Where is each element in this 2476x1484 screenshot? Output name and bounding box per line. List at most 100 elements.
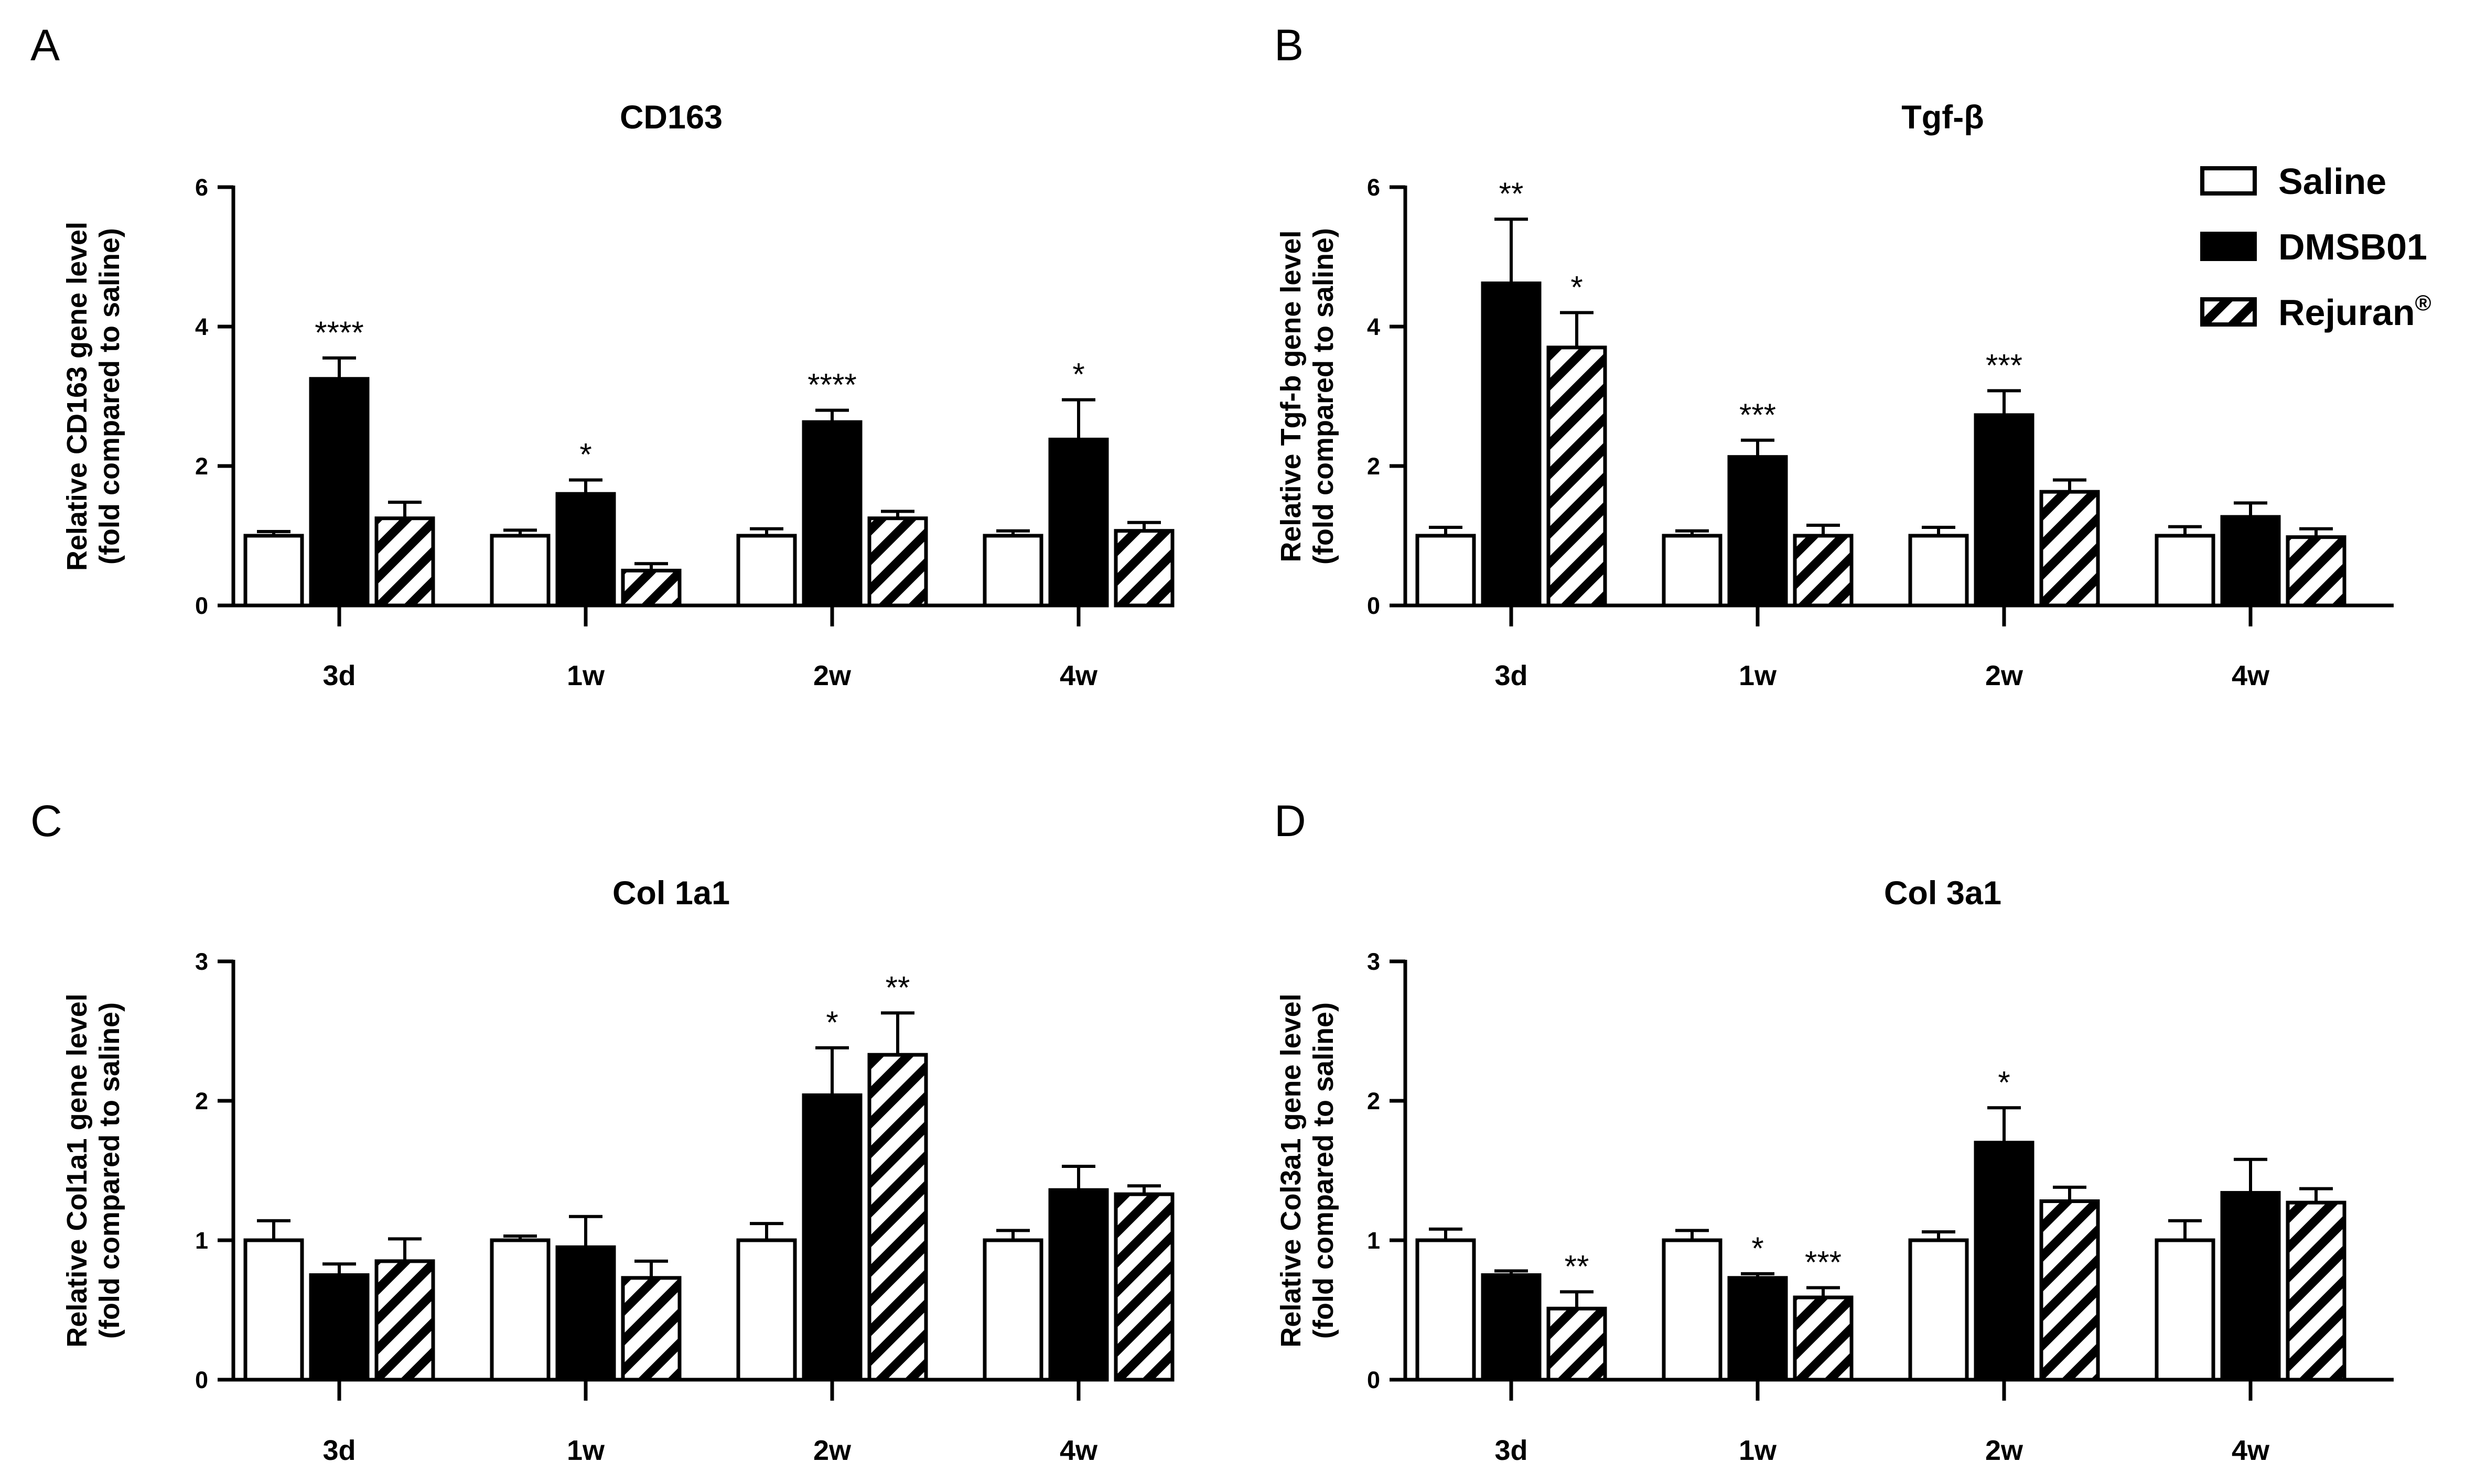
y-axis-label: Relative CD163 gene level (fold compared … xyxy=(61,222,125,571)
bar-dmsb01-3d xyxy=(1481,281,1542,608)
panel-letter: C xyxy=(30,796,62,846)
y-tick-label: 2 xyxy=(1367,1088,1380,1114)
legend-label-rejuran: Rejuran® xyxy=(2278,290,2431,333)
significance-stars: * xyxy=(1998,1065,2010,1100)
y-axis-label: Relative Col1a1 gene level (fold compared… xyxy=(61,993,125,1347)
significance-stars: * xyxy=(1570,269,1583,305)
bar-rejuran-4w xyxy=(1114,1192,1175,1382)
x-tick-label: 3d xyxy=(1494,1435,1527,1466)
bar-saline-2w xyxy=(736,1238,797,1382)
x-tick-label: 1w xyxy=(567,660,605,691)
y-axis-label: Relative Tgf-b gene level (fold compared … xyxy=(1275,228,1339,565)
y-tick-label: 2 xyxy=(1367,453,1380,480)
panel-b: B Tgf-β Relative Tgf-b gene level (fold com… xyxy=(1274,20,2394,691)
significance-stars: * xyxy=(1072,357,1084,392)
bar-dmsb01-3d xyxy=(309,377,370,608)
bar-dmsb01-1w xyxy=(555,492,616,608)
legend-swatch-dmsb01 xyxy=(2200,232,2257,261)
bar-rejuran-2w xyxy=(2039,490,2100,608)
bar-rejuran-3d xyxy=(374,516,435,608)
y-tick-label: 0 xyxy=(1367,1367,1380,1393)
panel-a: A CD163 Relative CD163 gene level (fold com… xyxy=(30,20,1175,691)
bar-dmsb01-4w xyxy=(1048,1188,1109,1382)
bar-saline-3d xyxy=(243,1238,304,1382)
bars: *** xyxy=(243,970,1175,1382)
bar-saline-3d xyxy=(1415,1238,1476,1382)
y-axis-label-line-1: Relative Tgf-b gene level xyxy=(1275,230,1307,562)
legend-swatch-saline xyxy=(2200,166,2257,196)
significance-stars: ** xyxy=(886,970,910,1005)
bar-saline-2w xyxy=(736,534,797,608)
bar-dmsb01-2w xyxy=(802,1093,863,1382)
y-tick-label: 2 xyxy=(195,453,208,480)
bar-dmsb01-4w xyxy=(1048,437,1109,608)
significance-stars: *** xyxy=(1739,397,1776,432)
bar-rejuran-3d xyxy=(1546,345,1607,608)
bar-saline-2w xyxy=(1908,534,1969,608)
y-tick-label: 0 xyxy=(1367,592,1380,619)
y-axis-label-line-2: (fold compared to saline) xyxy=(1308,1002,1339,1339)
bar-saline-1w xyxy=(1662,534,1723,608)
y-tick-label: 1 xyxy=(195,1227,208,1254)
bar-dmsb01-3d xyxy=(309,1273,370,1382)
y-tick-label: 4 xyxy=(1367,313,1380,340)
y-tick-label: 3 xyxy=(195,948,208,975)
x-tick-label: 4w xyxy=(2232,1435,2270,1466)
bar-dmsb01-1w xyxy=(1727,455,1788,608)
y-axis-label-line-2: (fold compared to saline) xyxy=(94,1002,125,1339)
panel-letter: A xyxy=(30,20,60,70)
x-tick-label: 4w xyxy=(2232,660,2270,691)
bar-dmsb01-1w xyxy=(1727,1276,1788,1382)
y-axis-label-line-1: Relative CD163 gene level xyxy=(61,222,93,571)
chart-title: Tgf-β xyxy=(1901,99,1984,136)
x-tick-label: 2w xyxy=(1985,1435,2023,1466)
y-tick-label: 0 xyxy=(195,592,208,619)
significance-stars: **** xyxy=(315,315,363,350)
x-tick-label: 2w xyxy=(813,660,852,691)
x-tick-label: 4w xyxy=(1060,1435,1098,1466)
panel-d: D Col 3a1 Relative Col3a1 gene level (fold … xyxy=(1274,796,2394,1466)
bars: ********* * xyxy=(243,315,1175,608)
bar-rejuran-2w xyxy=(2039,1199,2100,1382)
legend-label-saline: Saline xyxy=(2278,161,2386,202)
bar-saline-4w xyxy=(2155,534,2215,608)
bar-saline-4w xyxy=(983,1238,1043,1382)
y-tick-label: 0 xyxy=(195,1367,208,1393)
significance-stars: * xyxy=(579,437,591,472)
bar-rejuran-4w xyxy=(2286,1200,2346,1382)
x-tick-label: 3d xyxy=(322,660,356,691)
x-tick-label: 1w xyxy=(1739,1435,1777,1466)
y-tick-label: 6 xyxy=(1367,174,1380,201)
bar-rejuran-1w xyxy=(621,1276,682,1382)
y-tick-label: 1 xyxy=(1367,1227,1380,1254)
bar-saline-1w xyxy=(490,534,551,608)
bar-saline-3d xyxy=(243,534,304,608)
bar-rejuran-2w xyxy=(867,1053,928,1382)
bar-rejuran-4w xyxy=(2286,535,2346,608)
significance-stars: *** xyxy=(1986,348,2022,383)
y-tick-label: 4 xyxy=(195,313,208,340)
bars: *** **** xyxy=(1415,1065,2346,1382)
y-tick-label: 2 xyxy=(195,1088,208,1114)
y-tick-label: 3 xyxy=(1367,948,1380,975)
bar-saline-3d xyxy=(1415,534,1476,608)
bar-rejuran-3d xyxy=(1546,1306,1607,1382)
registered-mark: ® xyxy=(2415,290,2431,315)
bar-rejuran-2w xyxy=(867,516,928,608)
y-axis-label-line-1: Relative Col3a1 gene level xyxy=(1275,993,1307,1347)
panel-letter: B xyxy=(1274,20,1304,70)
chart-title: Col 3a1 xyxy=(1884,875,2001,912)
x-tick-label: 3d xyxy=(1494,660,1527,691)
significance-stars: **** xyxy=(808,367,856,403)
x-tick-label: 1w xyxy=(1739,660,1777,691)
legend: Saline DMSB01 Rejuran® xyxy=(2200,161,2431,333)
panel-c: C Col 1a1 Relative Col1a1 gene level (fold … xyxy=(30,796,1175,1466)
bar-dmsb01-2w xyxy=(1974,1141,2034,1382)
legend-swatch-rejuran xyxy=(2200,297,2257,327)
bars: ********* xyxy=(1415,176,2346,608)
bar-saline-1w xyxy=(1662,1238,1723,1382)
legend-label-dmsb01: DMSB01 xyxy=(2278,226,2427,267)
bar-saline-2w xyxy=(1908,1238,1969,1382)
